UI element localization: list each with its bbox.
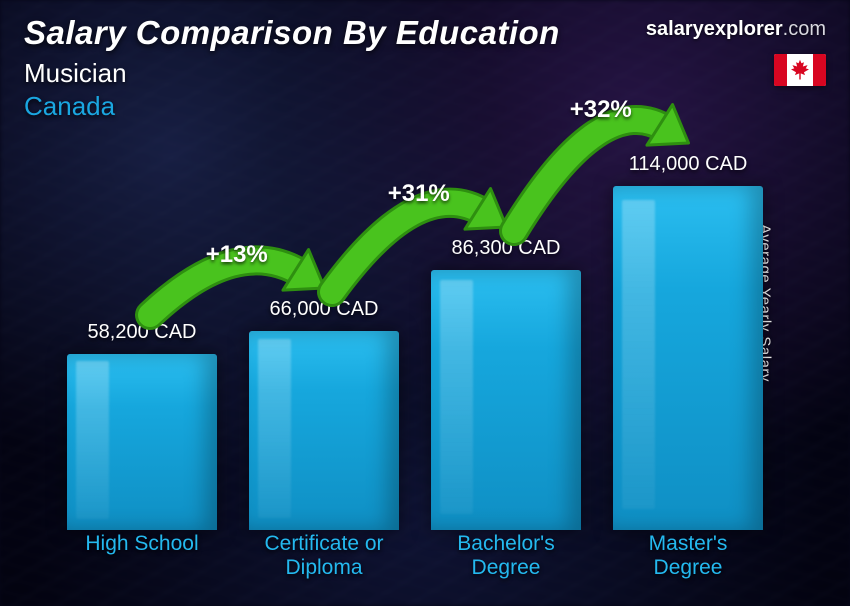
- flag-canada-icon: [774, 54, 826, 86]
- bar-shine: [440, 280, 473, 514]
- bar-value-label: 66,000 CAD: [270, 298, 379, 321]
- bar-chart: 58,200 CAD 66,000 CAD 86,300 CAD 114,000 CA…: [40, 126, 790, 586]
- bar: [431, 270, 581, 530]
- bar-shine: [76, 361, 109, 519]
- subtitle-role: Musician: [24, 58, 826, 89]
- brand-rest: .com: [783, 18, 826, 40]
- bars-area: 58,200 CAD 66,000 CAD 86,300 CAD 114,000 CA…: [40, 126, 790, 530]
- chart-container: Salary Comparison By Education Musician …: [0, 0, 850, 606]
- bar-value-label: 86,300 CAD: [452, 237, 561, 260]
- brand-watermark: salaryexplorer.com: [646, 18, 826, 41]
- category-label: High School: [60, 532, 224, 586]
- category-label: Bachelor'sDegree: [424, 532, 588, 586]
- maple-leaf-icon: [791, 60, 809, 80]
- bar-shine: [258, 339, 291, 518]
- bar-value-label: 58,200 CAD: [88, 321, 197, 344]
- subtitle-country: Canada: [24, 91, 826, 122]
- brand-bold: salaryexplorer: [646, 18, 783, 40]
- bar-value-label: 114,000 CAD: [629, 153, 748, 176]
- bar: [249, 331, 399, 530]
- bar: [613, 186, 763, 530]
- flag-band-right: [813, 54, 826, 86]
- bar: [67, 354, 217, 530]
- category-label: Master'sDegree: [606, 532, 770, 586]
- bar-wrap: 58,200 CAD: [60, 126, 224, 530]
- flag-band-left: [774, 54, 787, 86]
- category-labels-row: High School Certificate orDiploma Bachelor…: [40, 532, 790, 586]
- category-label: Certificate orDiploma: [242, 532, 406, 586]
- bar-wrap: 86,300 CAD: [424, 126, 588, 530]
- bar-wrap: 66,000 CAD: [242, 126, 406, 530]
- bar-shine: [622, 200, 655, 510]
- bar-wrap: 114,000 CAD: [606, 126, 770, 530]
